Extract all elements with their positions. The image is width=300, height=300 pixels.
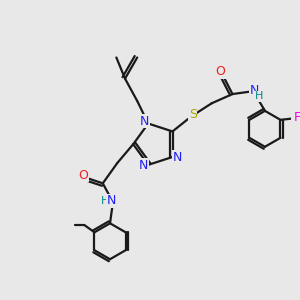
Text: S: S [189,108,197,121]
Text: F: F [293,111,300,124]
Text: N: N [107,194,116,207]
Text: N: N [139,159,148,172]
Text: N: N [250,84,259,97]
Text: H: H [255,92,263,101]
Text: N: N [172,151,182,164]
Text: O: O [78,169,88,182]
Text: H: H [100,196,109,206]
Text: O: O [215,65,225,78]
Text: N: N [140,115,149,128]
